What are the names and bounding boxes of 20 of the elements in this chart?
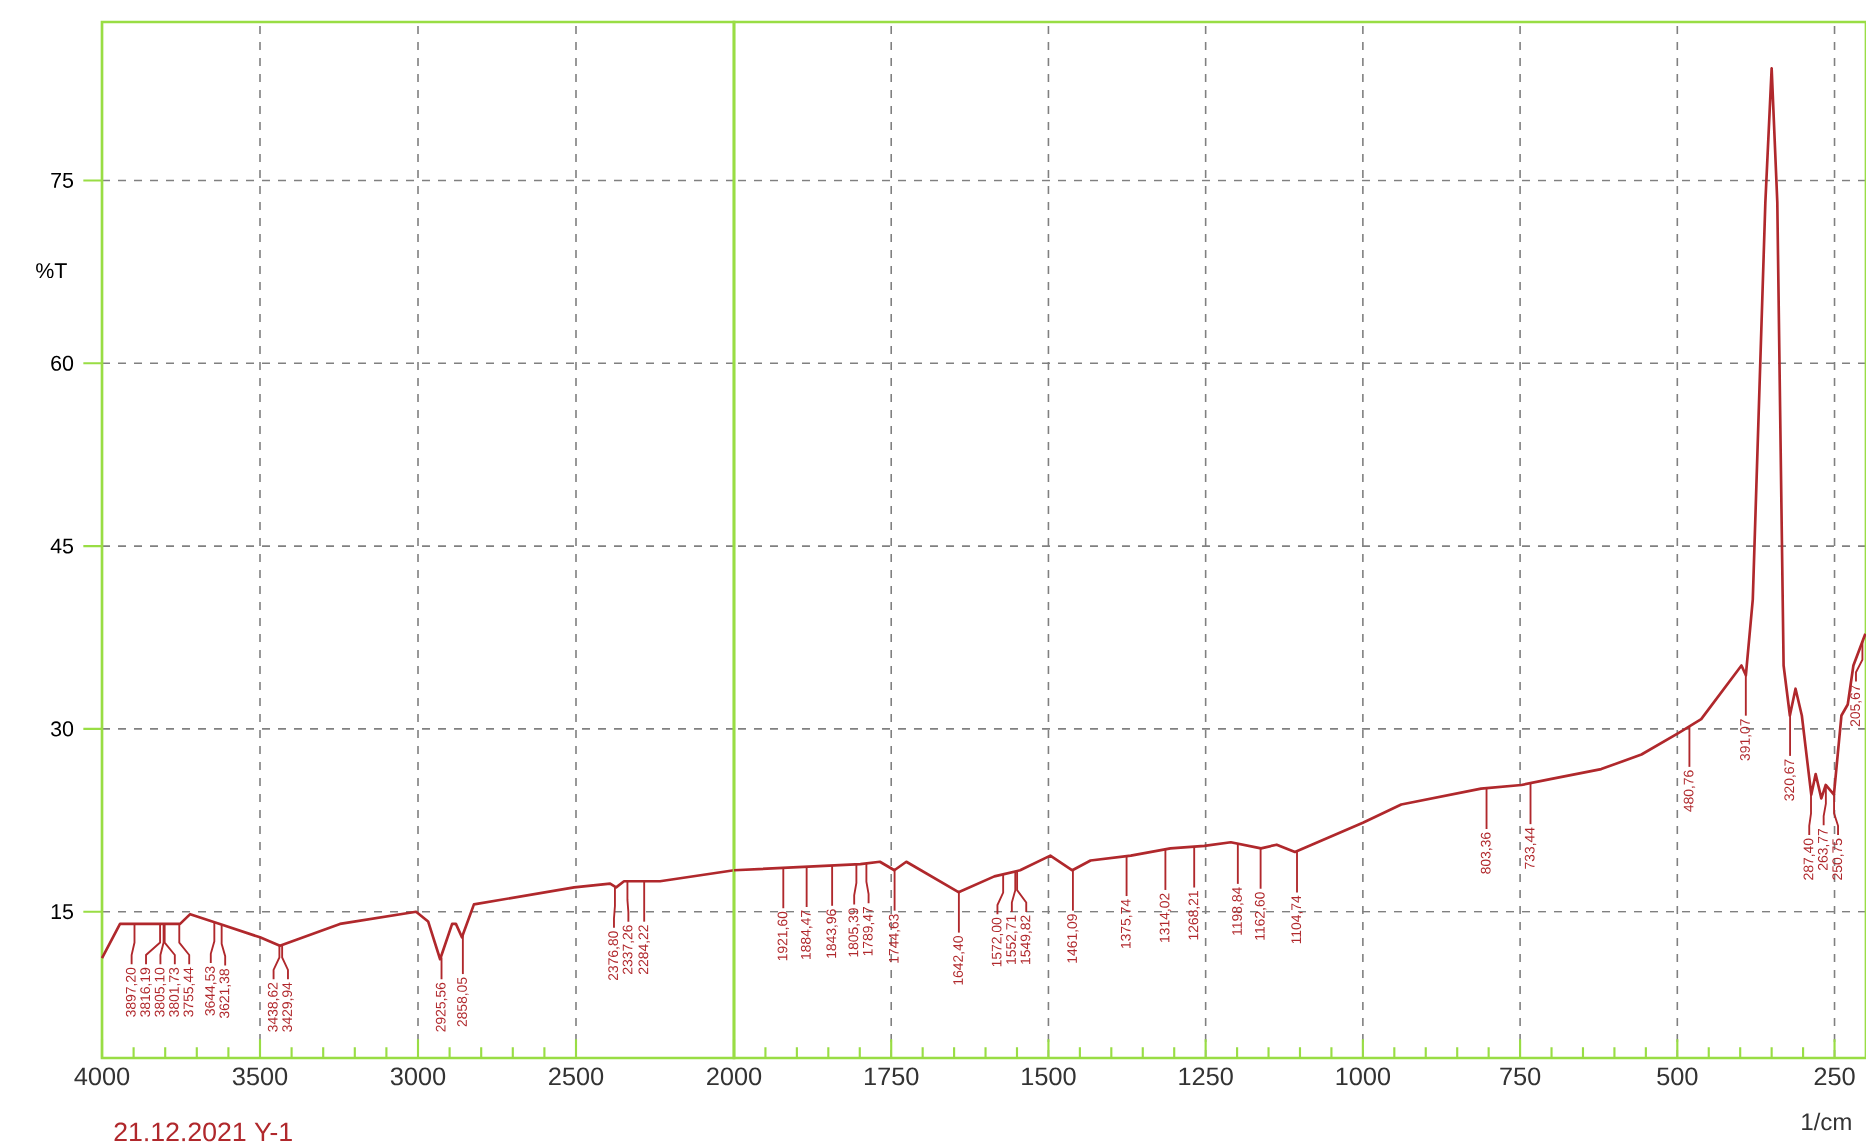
x-tick-label: 1000 (1336, 1067, 1391, 1086)
x-tick-label: 3500 (232, 1067, 288, 1086)
x-tick-label: 3000 (390, 1067, 446, 1086)
x-tick-label: 1250 (1179, 1067, 1233, 1086)
x-axis-title: 1/cm (1802, 1112, 1851, 1131)
y-tick-label: 30 (50, 721, 74, 737)
y-axis-title: %T (36, 263, 67, 279)
x-tick-label: 750 (1500, 1067, 1541, 1086)
y-tick-label: 15 (51, 904, 73, 920)
text: 21.12.2021 Y-1 (114, 1122, 292, 1142)
y-tick-label: 45 (50, 538, 73, 554)
x-tick-label: 1750 (864, 1067, 919, 1086)
x-tick-label: 1500 (1022, 1067, 1076, 1086)
y-tick-label: 60 (51, 355, 74, 371)
y-tick-label: 75 (51, 173, 73, 188)
x-tick-label: 500 (1657, 1067, 1698, 1086)
x-tick-label: 2000 (707, 1067, 762, 1086)
x-tick-label: 2500 (549, 1067, 604, 1086)
x-tick-label: 4000 (74, 1067, 130, 1086)
x-tick-label: 250 (1814, 1067, 1855, 1086)
